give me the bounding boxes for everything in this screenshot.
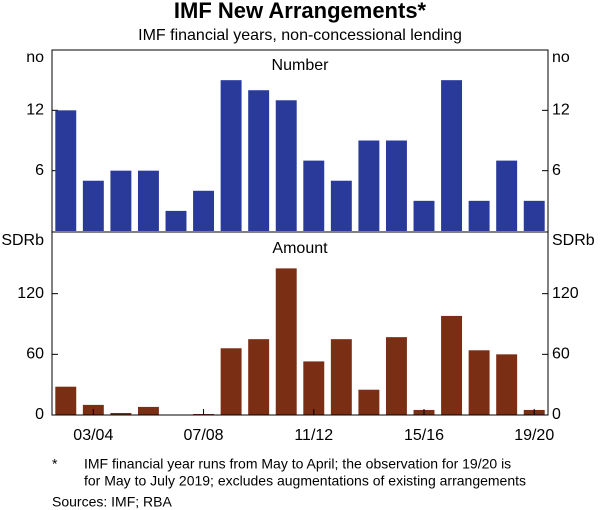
- bar: [385, 337, 407, 415]
- x-tick-label: 19/20: [514, 427, 554, 444]
- bar: [330, 339, 352, 415]
- bar: [385, 140, 407, 231]
- bar: [193, 190, 215, 231]
- bar: [110, 412, 132, 415]
- bar: [275, 268, 297, 415]
- bar: [220, 80, 242, 232]
- y-tick-label: 12: [26, 102, 44, 119]
- bar: [55, 110, 77, 231]
- bar: [220, 348, 242, 415]
- bar: [468, 350, 490, 415]
- panel-title: Amount: [272, 240, 328, 257]
- bar: [137, 406, 159, 415]
- footnote-line: IMF financial year runs from May to Apri…: [84, 456, 511, 472]
- y-tick-label: 6: [35, 162, 44, 179]
- bar: [275, 100, 297, 232]
- x-tick-label: 11/12: [294, 427, 333, 444]
- bar: [496, 160, 518, 231]
- y-unit: no: [552, 49, 570, 66]
- y-tick-label: 0: [552, 406, 561, 423]
- bar: [303, 361, 325, 415]
- bar: [358, 140, 380, 231]
- bar: [248, 90, 270, 231]
- bar: [55, 386, 77, 415]
- footnote-marker: *: [52, 456, 58, 472]
- bar: [523, 200, 545, 231]
- panel-title: Number: [272, 57, 330, 74]
- bar: [413, 200, 435, 231]
- y-tick-label: 60: [552, 346, 570, 363]
- y-unit: SDRb: [552, 232, 595, 249]
- y-tick-label: 6: [552, 162, 561, 179]
- bar: [137, 170, 159, 231]
- bar: [248, 339, 270, 415]
- y-tick-label: 60: [26, 346, 44, 363]
- y-tick-label: 120: [552, 285, 579, 302]
- bar: [441, 80, 463, 232]
- x-tick-label: 07/08: [184, 427, 224, 444]
- x-tick-label: 03/04: [73, 427, 113, 444]
- bar: [330, 180, 352, 231]
- y-unit: no: [26, 49, 44, 66]
- sources: Sources: IMF; RBA: [52, 494, 172, 510]
- y-unit: SDRb: [1, 232, 44, 249]
- chart-title: IMF New Arrangements*: [174, 0, 427, 23]
- x-tick-label: 15/16: [404, 427, 444, 444]
- bar: [358, 389, 380, 415]
- y-tick-label: 0: [35, 406, 44, 423]
- y-tick-label: 120: [17, 285, 44, 302]
- bar: [496, 354, 518, 415]
- bar: [468, 200, 490, 231]
- bar: [441, 315, 463, 415]
- footnote-line: for May to July 2019; excludes augmentat…: [84, 473, 526, 489]
- bar: [165, 210, 187, 231]
- chart-subtitle: IMF financial years, non-concessional le…: [138, 27, 462, 44]
- y-tick-label: 12: [552, 102, 570, 119]
- bar: [82, 180, 104, 231]
- bar: [303, 160, 325, 231]
- bar: [110, 170, 132, 231]
